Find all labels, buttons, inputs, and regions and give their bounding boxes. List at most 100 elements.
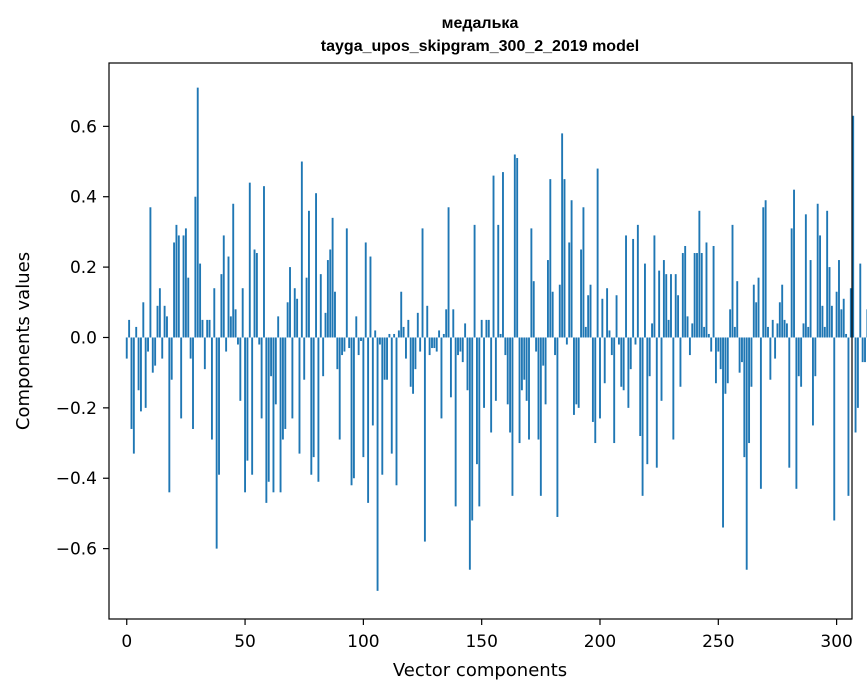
bar-127 (426, 305, 429, 338)
bar-0 (125, 337, 128, 359)
bar-99 (360, 337, 362, 341)
bar-7 (142, 302, 145, 338)
bar-182 (556, 337, 559, 517)
bar-108 (381, 337, 384, 475)
bar-234 (679, 337, 682, 387)
bar-71 (293, 288, 296, 338)
bar-187 (568, 242, 571, 338)
bar-40 (220, 274, 223, 338)
bar-23 (180, 337, 183, 419)
bar-16 (163, 305, 166, 338)
bar-136 (447, 207, 450, 338)
x-tick-label: 50 (234, 632, 256, 652)
bar-44 (229, 316, 232, 338)
bar-183 (558, 284, 561, 338)
bar-67 (284, 337, 287, 429)
bar-186 (565, 337, 568, 345)
bar-250 (717, 337, 720, 352)
bar-272 (769, 337, 772, 380)
bar-196 (589, 284, 592, 338)
bar-214 (632, 238, 635, 338)
bar-299 (833, 337, 836, 521)
bar-46 (234, 309, 237, 338)
bar-284 (797, 337, 800, 377)
bar-19 (170, 337, 173, 380)
bar-208 (617, 337, 620, 345)
x-axis-label: Vector components (393, 660, 567, 681)
bar-164 (513, 154, 516, 338)
x-tick-label: 0 (121, 632, 132, 652)
bar-157 (497, 224, 500, 338)
bar-53 (251, 337, 254, 475)
bar-14 (158, 288, 161, 338)
bar-241 (696, 253, 698, 338)
bar-90 (338, 337, 341, 440)
bar-239 (691, 323, 694, 338)
bar-18 (168, 337, 171, 493)
bar-269 (762, 207, 765, 338)
bar-55 (255, 253, 258, 338)
bar-34 (206, 319, 209, 338)
bar-22 (177, 235, 180, 338)
bar-125 (421, 228, 424, 338)
x-tick-label: 300 (820, 632, 852, 652)
bar-1 (128, 319, 131, 338)
bar-217 (639, 337, 642, 437)
bar-142 (461, 337, 464, 363)
bar-279 (785, 323, 788, 338)
bar-100 (362, 337, 365, 458)
bar-219 (644, 263, 646, 338)
bar-227 (662, 260, 665, 338)
bar-160 (504, 337, 507, 356)
bar-145 (468, 337, 471, 570)
bar-240 (693, 253, 696, 338)
bar-156 (494, 337, 497, 401)
bar-63 (274, 337, 277, 405)
bar-195 (587, 295, 590, 338)
bar-25 (184, 228, 187, 338)
bar-155 (492, 175, 495, 338)
bar-135 (445, 309, 448, 338)
bar-245 (705, 242, 708, 338)
bar-2 (130, 337, 133, 429)
bar-134 (442, 333, 445, 338)
bar-15 (161, 337, 164, 359)
bar-33 (203, 337, 206, 370)
bar-141 (459, 337, 462, 352)
bar-242 (698, 210, 701, 338)
bar-252 (722, 337, 724, 528)
bar-60 (267, 337, 270, 482)
bar-96 (352, 337, 355, 479)
bar-209 (620, 337, 623, 387)
bar-282 (793, 189, 795, 338)
bar-291 (814, 337, 817, 377)
x-tick-label: 100 (347, 632, 379, 652)
bar-189 (573, 337, 575, 415)
bar-58 (263, 186, 265, 338)
bar-253 (724, 337, 727, 394)
bar-59 (265, 337, 268, 503)
bar-31 (199, 263, 202, 338)
bar-257 (733, 326, 736, 338)
bar-215 (634, 337, 637, 345)
y-tick-label: 0.0 (70, 328, 97, 348)
bar-311 (861, 337, 864, 363)
bar-75 (303, 337, 306, 380)
bar-110 (386, 337, 388, 380)
bar-168 (523, 337, 526, 380)
bar-147 (473, 224, 476, 338)
bar-series (125, 87, 867, 591)
bar-105 (374, 330, 377, 338)
bar-138 (452, 309, 455, 338)
bar-102 (367, 337, 370, 503)
bar-86 (329, 249, 332, 338)
bar-294 (821, 305, 824, 338)
bar-11 (151, 337, 154, 373)
bar-170 (528, 337, 530, 440)
bar-5 (137, 337, 140, 391)
bar-84 (324, 312, 327, 338)
bar-310 (859, 263, 862, 338)
bar-200 (599, 337, 601, 419)
bar-21 (175, 224, 178, 338)
bar-93 (345, 228, 348, 338)
